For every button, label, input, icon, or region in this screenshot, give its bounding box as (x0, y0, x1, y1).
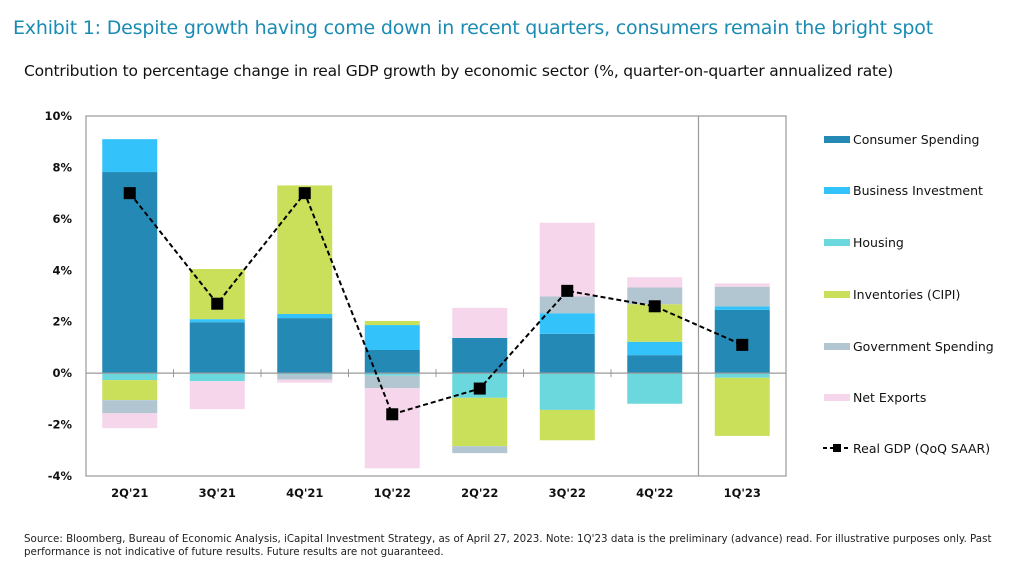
real-gdp-line (128, 191, 743, 416)
bar-consumer-spending-1 (189, 322, 245, 374)
bar-government-spending-2 (277, 374, 333, 380)
legend-label: Inventories (CIPI) (853, 287, 960, 302)
bar-housing-1 (189, 373, 245, 382)
bar-net-exports-1 (189, 381, 245, 410)
real-gdp-point-4 (473, 382, 486, 395)
legend-swatch-inventories-cipi- (824, 291, 850, 298)
bar-net-exports-5 (539, 222, 595, 297)
real-gdp-point-0 (123, 187, 136, 200)
bar-business-investment-3 (364, 325, 420, 350)
x-tick-label: 4Q'22 (636, 486, 673, 500)
bar-government-spending-3 (364, 375, 420, 389)
bar-housing-6 (627, 373, 683, 404)
source-note: Source: Bloomberg, Bureau of Economic An… (24, 533, 992, 558)
legend-label: Housing (853, 235, 904, 250)
real-gdp-point-7 (736, 338, 749, 351)
bar-consumer-spending-2 (277, 318, 333, 374)
x-tick-label: 1Q'23 (724, 486, 761, 500)
bar-consumer-spending-5 (539, 333, 595, 374)
y-tick-label: -4% (48, 469, 73, 483)
legend-swatch-business-investment (824, 187, 850, 194)
bar-government-spending-4 (452, 446, 508, 454)
legend-label: Government Spending (853, 339, 994, 354)
bar-net-exports-4 (452, 307, 508, 338)
legend-swatch-net-exports (824, 394, 850, 401)
bar-government-spending-6 (627, 287, 683, 305)
bar-inventories-cipi--1 (189, 269, 245, 320)
plot-frame (85, 115, 787, 477)
bar-government-spending-7 (714, 286, 770, 307)
chart-title: Exhibit 1: Despite growth having come do… (13, 17, 933, 39)
bar-net-exports-2 (277, 379, 333, 383)
bar-net-exports-7 (714, 283, 770, 287)
y-tick-label: 6% (52, 212, 72, 226)
bar-housing-2 (277, 373, 333, 375)
legend-swatch-housing (824, 239, 850, 246)
legend-marker-real-gdp (833, 444, 841, 452)
bar-housing-3 (364, 373, 420, 376)
legend-label: Consumer Spending (853, 132, 979, 147)
real-gdp-point-3 (386, 408, 399, 421)
legend-label: Real GDP (QoQ SAAR) (853, 441, 990, 456)
y-tick-label: 10% (44, 109, 72, 123)
bar-inventories-cipi--2 (277, 185, 333, 314)
bar-consumer-spending-6 (627, 355, 683, 374)
bar-business-investment-6 (627, 341, 683, 356)
y-tick-label: 2% (52, 315, 72, 329)
x-tick-label: 1Q'22 (374, 486, 411, 500)
bar-inventories-cipi--0 (102, 380, 158, 401)
legend-label: Net Exports (853, 390, 926, 405)
bar-business-investment-2 (277, 314, 333, 319)
bar-consumer-spending-4 (452, 337, 508, 374)
real-gdp-point-1 (211, 297, 224, 310)
bar-business-investment-0 (102, 139, 158, 173)
legend-label: Business Investment (853, 183, 983, 198)
bar-net-exports-0 (102, 413, 158, 429)
legend-swatch-government-spending (824, 343, 850, 350)
bar-business-investment-1 (189, 319, 245, 323)
bar-inventories-cipi--7 (714, 377, 770, 436)
x-tick-label: 4Q'21 (286, 486, 323, 500)
bar-inventories-cipi--5 (539, 409, 595, 441)
real-gdp-point-5 (561, 284, 574, 297)
bar-housing-7 (714, 373, 770, 378)
bar-business-investment-5 (539, 313, 595, 334)
real-gdp-point-6 (648, 300, 661, 313)
real-gdp-point-2 (298, 187, 311, 200)
bar-net-exports-6 (627, 277, 683, 288)
y-tick-label: 4% (52, 263, 72, 277)
chart-subtitle: Contribution to percentage change in rea… (24, 62, 894, 80)
y-tick-label: 8% (52, 160, 72, 174)
y-tick-label: -2% (48, 418, 73, 432)
bar-consumer-spending-3 (364, 350, 420, 374)
bar-housing-5 (539, 373, 595, 410)
bar-inventories-cipi--4 (452, 397, 508, 447)
x-tick-label: 3Q'22 (549, 486, 586, 500)
x-tick-label: 3Q'21 (199, 486, 236, 500)
bar-inventories-cipi--3 (364, 320, 420, 326)
bar-consumer-spending-0 (102, 172, 158, 374)
legend-swatch-consumer-spending (824, 136, 850, 143)
y-tick-label: 0% (52, 366, 72, 380)
bar-net-exports-3 (364, 388, 420, 469)
bar-housing-0 (102, 373, 158, 381)
bar-government-spending-0 (102, 400, 158, 414)
x-tick-label: 2Q'22 (461, 486, 498, 500)
bar-business-investment-7 (714, 306, 770, 310)
bar-government-spending-5 (539, 296, 595, 314)
x-tick-label: 2Q'21 (111, 486, 148, 500)
